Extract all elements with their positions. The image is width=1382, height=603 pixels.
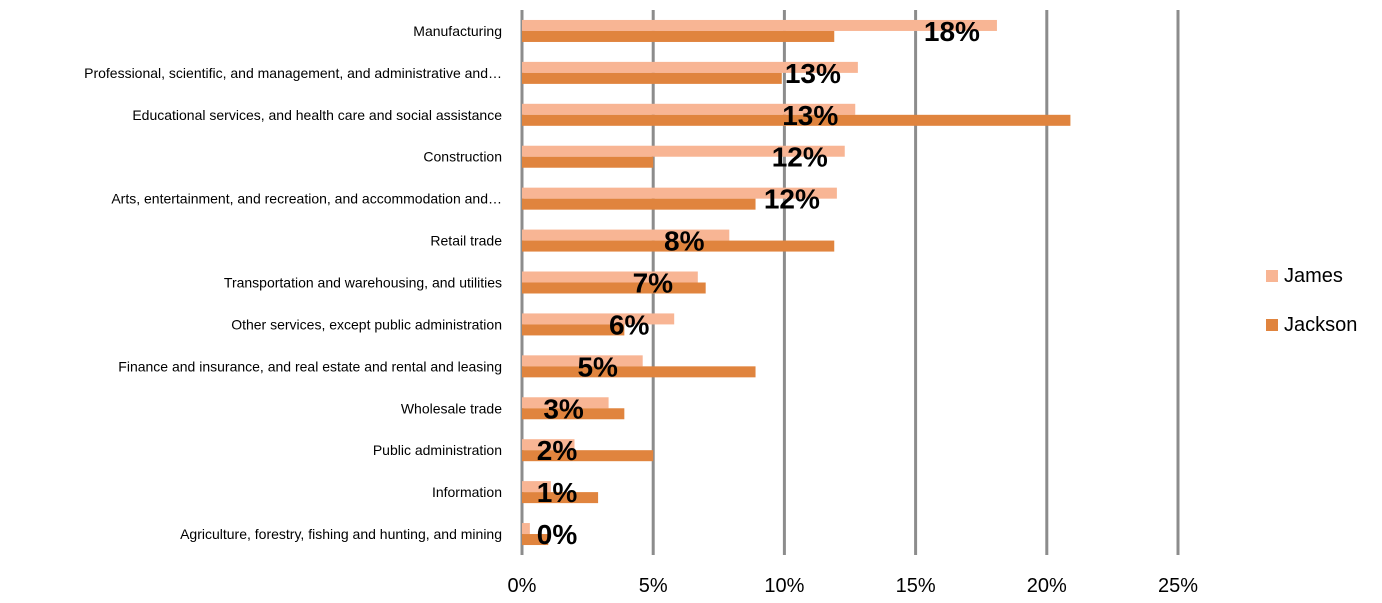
x-tick-label-1: 5%: [639, 575, 668, 597]
x-tick-label-4: 20%: [1027, 575, 1067, 597]
category-label-2: Educational services, and health care an…: [132, 107, 502, 123]
bar-jackson-5: [522, 240, 835, 252]
category-label-3: Construction: [423, 149, 502, 165]
category-label-5: Retail trade: [430, 233, 502, 249]
bar-james-8: [522, 355, 643, 367]
data-label-12: 0%: [537, 519, 578, 550]
data-label-6: 7%: [633, 268, 674, 299]
bar-james-2: [522, 103, 856, 115]
bar-james-10: [522, 439, 575, 451]
bar-jackson-8: [522, 366, 756, 378]
category-labels: Manufacturing Professional, scientific, a…: [84, 23, 502, 542]
x-tick-label-5: 25%: [1158, 575, 1198, 597]
data-label-2: 13%: [782, 100, 838, 131]
bar-james-9: [522, 397, 609, 409]
bar-jackson-3: [522, 156, 654, 168]
category-label-9: Wholesale trade: [401, 400, 502, 416]
data-label-11: 1%: [537, 477, 578, 508]
category-label-12: Agriculture, forestry, fishing and hunti…: [180, 526, 502, 542]
bar-jackson-0: [522, 30, 835, 42]
bar-james-6: [522, 271, 698, 283]
legend-swatch-jackson: [1266, 319, 1278, 331]
bar-jackson-2: [522, 114, 1071, 126]
x-axis-tick-labels: 0% 5% 10% 15% 20% 25%: [508, 575, 1199, 597]
data-label-10: 2%: [537, 435, 578, 466]
data-label-9: 3%: [543, 393, 584, 424]
data-label-3: 12%: [772, 142, 828, 173]
data-label-7: 6%: [609, 309, 650, 340]
bar-jackson-7: [522, 324, 625, 336]
legend: James Jackson: [1266, 265, 1357, 336]
x-tick-label-3: 15%: [896, 575, 936, 597]
x-tick-label-0: 0%: [508, 575, 537, 597]
data-labels: 18% 13% 13% 12% 12% 8% 7% 6% 5% 3% 2% 1% 0%: [537, 16, 980, 550]
category-label-1: Professional, scientific, and management…: [84, 65, 502, 81]
category-label-6: Transportation and warehousing, and util…: [224, 275, 502, 291]
data-label-8: 5%: [577, 351, 618, 382]
bar-jackson-11: [522, 492, 599, 504]
category-label-0: Manufacturing: [413, 23, 502, 39]
bar-james-11: [522, 481, 551, 493]
legend-swatch-james: [1266, 270, 1278, 282]
category-label-8: Finance and insurance, and real estate a…: [118, 358, 502, 374]
data-label-4: 12%: [764, 184, 820, 215]
bar-jackson-12: [522, 534, 549, 546]
bar-james-0: [522, 19, 997, 31]
category-label-4: Arts, entertainment, and recreation, and…: [111, 191, 502, 207]
bar-james-7: [522, 313, 675, 325]
legend-label-james: James: [1284, 265, 1343, 287]
bar-jackson-10: [522, 450, 654, 462]
data-label-0: 18%: [924, 16, 980, 47]
data-label-5: 8%: [664, 226, 705, 257]
bar-james-5: [522, 229, 730, 241]
bar-james-12: [522, 523, 530, 535]
x-tick-label-2: 10%: [764, 575, 804, 597]
category-label-7: Other services, except public administra…: [231, 316, 502, 332]
bar-jackson-1: [522, 72, 782, 84]
legend-label-jackson: Jackson: [1284, 314, 1357, 336]
bar-james-4: [522, 187, 837, 199]
bar-jackson-6: [522, 282, 706, 294]
gridlines: [520, 10, 1180, 555]
category-label-10: Public administration: [373, 442, 502, 458]
bars: [522, 19, 1071, 546]
category-label-11: Information: [432, 484, 502, 500]
bar-jackson-4: [522, 198, 756, 210]
data-label-1: 13%: [785, 58, 841, 89]
bar-jackson-9: [522, 408, 625, 420]
bar-james-1: [522, 61, 858, 73]
bar-james-3: [522, 145, 845, 157]
